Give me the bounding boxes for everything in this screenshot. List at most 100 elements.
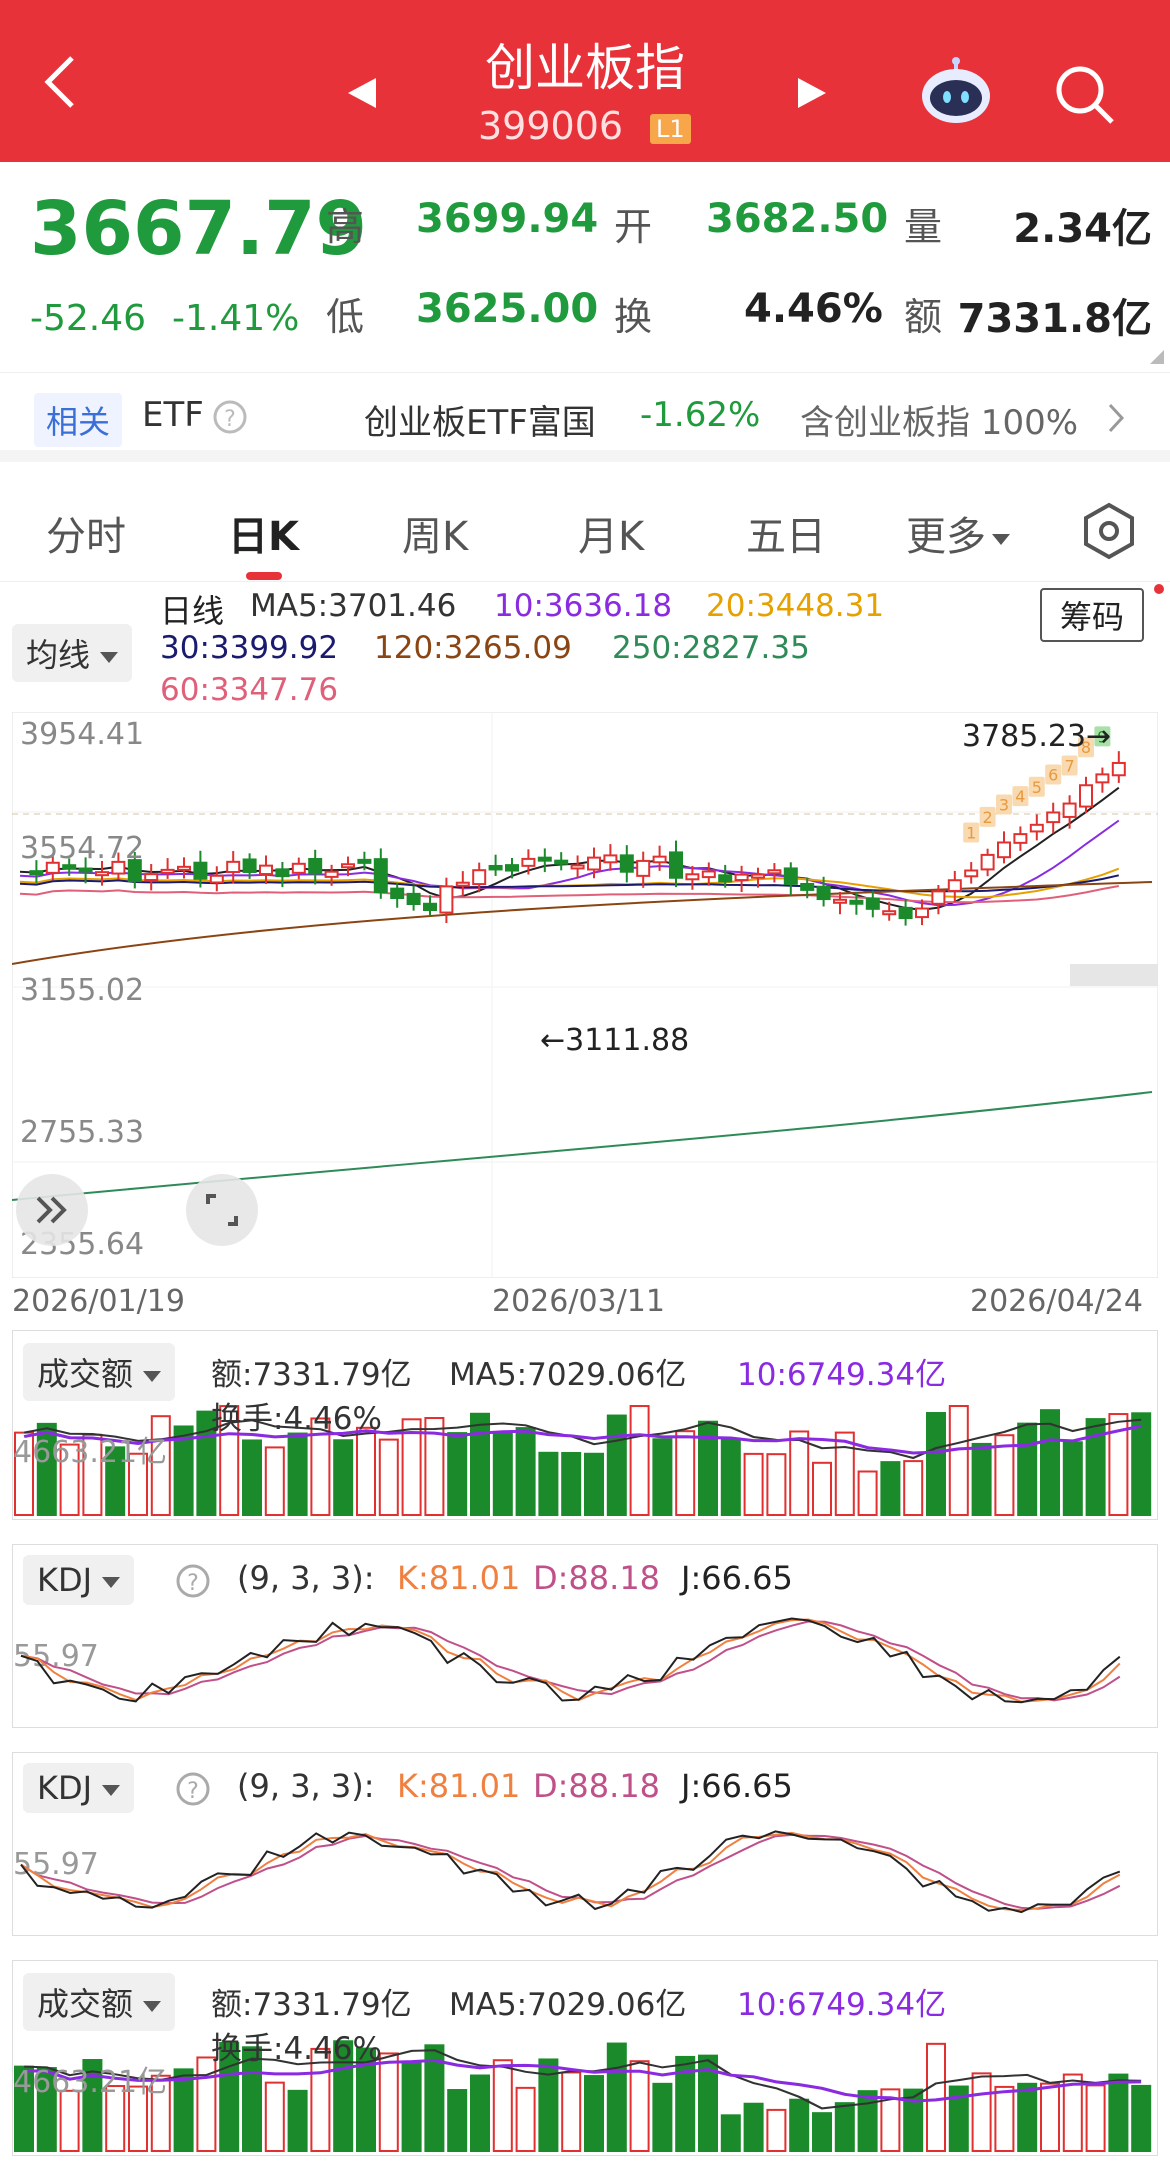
candle-body	[242, 858, 257, 873]
amount-dropdown[interactable]: 成交额	[23, 1343, 176, 1401]
kdj-panel-top: KDJ ? (9, 3, 3): K:81.01 D:88.18 J:66.65…	[12, 1544, 1158, 1728]
amount-value: 7331.8亿	[957, 296, 1152, 342]
candle-body	[701, 870, 716, 879]
candle-body	[62, 864, 77, 870]
scroll-left-button[interactable]	[16, 1174, 88, 1246]
page-title: 创业板指	[485, 39, 685, 97]
volume-bar	[812, 1461, 832, 1516]
volume-bar	[82, 2059, 103, 2152]
candle-body	[1029, 823, 1044, 833]
volume-bar	[264, 1446, 285, 1517]
kdj-dropdown-2[interactable]: KDJ	[23, 1763, 135, 1813]
tab-monthly-k[interactable]: 月K	[578, 514, 645, 560]
td-count-label: 7	[1065, 757, 1075, 776]
candle-body	[521, 857, 536, 867]
kdj-lines-chart	[20, 1617, 1121, 1704]
td-count-label: 8	[1081, 738, 1091, 757]
volume-bar	[834, 1431, 855, 1516]
volume-bar	[1131, 1412, 1152, 1516]
settings-hex-icon[interactable]	[1080, 502, 1138, 560]
caret-down-icon	[102, 1576, 121, 1588]
td-count-badge	[1028, 776, 1045, 797]
amount-dropdown-2[interactable]: 成交额	[23, 1973, 176, 2031]
etf-holding: 含创业板指 100%	[800, 403, 1079, 443]
volume-bar	[492, 2059, 513, 2152]
volume-panel-top: 成交额 额:7331.79亿 MA5:7029.06亿 10:6749.34亿 …	[12, 1330, 1158, 1520]
search-icon[interactable]	[1054, 64, 1116, 126]
fullscreen-button[interactable]	[186, 1174, 258, 1246]
tab-five-day[interactable]: 五日	[746, 514, 826, 560]
volume-bar	[538, 1451, 559, 1516]
chips-button[interactable]: 筹码	[1040, 588, 1145, 642]
amount-label: 额	[904, 295, 943, 339]
chevron-right-icon[interactable]	[1106, 401, 1126, 435]
ma-dropdown[interactable]: 均线	[12, 624, 133, 682]
amount-dropdown-label-2: 成交额	[37, 1985, 134, 2023]
tab-weekly-k[interactable]: 周K	[402, 514, 469, 560]
volume-bar	[515, 1427, 536, 1517]
volume-bar	[584, 2075, 604, 2152]
volume-bar	[857, 2090, 878, 2152]
volume-bar	[606, 2042, 627, 2152]
ma5-value: MA5:3701.46	[250, 588, 457, 624]
candle-body	[423, 902, 437, 911]
volume-ma10: 10:6749.34亿	[737, 1357, 947, 1393]
volume-bar	[1040, 2082, 1060, 2152]
candle-body	[406, 892, 421, 906]
help-icon[interactable]: ?	[212, 399, 248, 435]
volume-axis-label-2: 4663.21亿	[13, 2065, 168, 2100]
related-etf-bar[interactable]: 相关 ETF ? 创业板ETF富国 -1.62% 含创业板指 100%	[0, 372, 1170, 462]
kdj-j-line	[20, 1617, 1121, 1704]
volume-bar	[173, 1425, 194, 1516]
volume-bar	[173, 2068, 194, 2153]
volume-bar	[128, 2085, 148, 2152]
volume-bar	[994, 1434, 1015, 1516]
help-icon[interactable]: ?	[175, 1771, 211, 1807]
tab-intraday[interactable]: 分时	[46, 514, 126, 560]
volume-bar	[1108, 1413, 1129, 1516]
volume-bar	[994, 2085, 1015, 2152]
tab-daily-k[interactable]: 日K	[228, 514, 299, 560]
kline-legend-title: 日线	[160, 592, 225, 630]
volume-bar	[59, 2089, 80, 2152]
caret-down-icon	[100, 651, 119, 663]
chip-shadow-band	[1070, 964, 1158, 986]
index-code: 399006	[478, 104, 624, 148]
triangle-right-icon[interactable]	[796, 76, 828, 110]
volume-bar	[401, 2061, 422, 2152]
volume-bar	[789, 1430, 810, 1516]
triangle-left-icon[interactable]	[346, 76, 378, 110]
candle-body	[127, 859, 142, 883]
td-count-label: 5	[1032, 778, 1042, 797]
candle-body	[734, 873, 749, 882]
tab-more-label: 更多	[906, 514, 986, 560]
volume-bar	[903, 1460, 924, 1516]
volume-bar	[675, 1430, 696, 1516]
candle-body	[111, 860, 126, 875]
td-count-badge	[1061, 755, 1078, 776]
volume-ma5-line	[23, 1418, 1142, 1460]
volume-bar	[629, 2060, 650, 2152]
td-count-label: 9	[1097, 727, 1107, 746]
kdj-dropdown[interactable]: KDJ	[23, 1555, 135, 1605]
volume-ma10-2: 10:6749.34亿	[737, 1987, 947, 2023]
td-count-label: 3	[999, 795, 1009, 814]
volume-bar	[150, 2074, 171, 2152]
volume-bar	[242, 1439, 262, 1516]
td-count-label: 1	[966, 824, 976, 843]
tab-more[interactable]: 更多	[906, 504, 1010, 562]
kline-chart[interactable]: 123 4 56 789 3954.41 3554.72 3155.02 2755.3…	[12, 712, 1158, 1278]
volume-bar	[219, 2041, 240, 2153]
volume-bar	[538, 2058, 559, 2152]
robot-assistant-icon[interactable]	[918, 56, 994, 126]
volume-bar	[971, 1442, 992, 1517]
volume-bar	[14, 1431, 34, 1516]
candle-body	[95, 871, 109, 877]
y-tick-2: 3155.02	[20, 973, 144, 1008]
etf-name[interactable]: 创业板ETF富国	[364, 403, 596, 443]
candle-body	[980, 853, 995, 871]
help-icon[interactable]: ?	[175, 1563, 211, 1599]
back-arrow-icon[interactable]	[40, 52, 80, 112]
expand-corner-icon[interactable]	[1150, 350, 1164, 364]
volume-bar	[1085, 1418, 1106, 1516]
